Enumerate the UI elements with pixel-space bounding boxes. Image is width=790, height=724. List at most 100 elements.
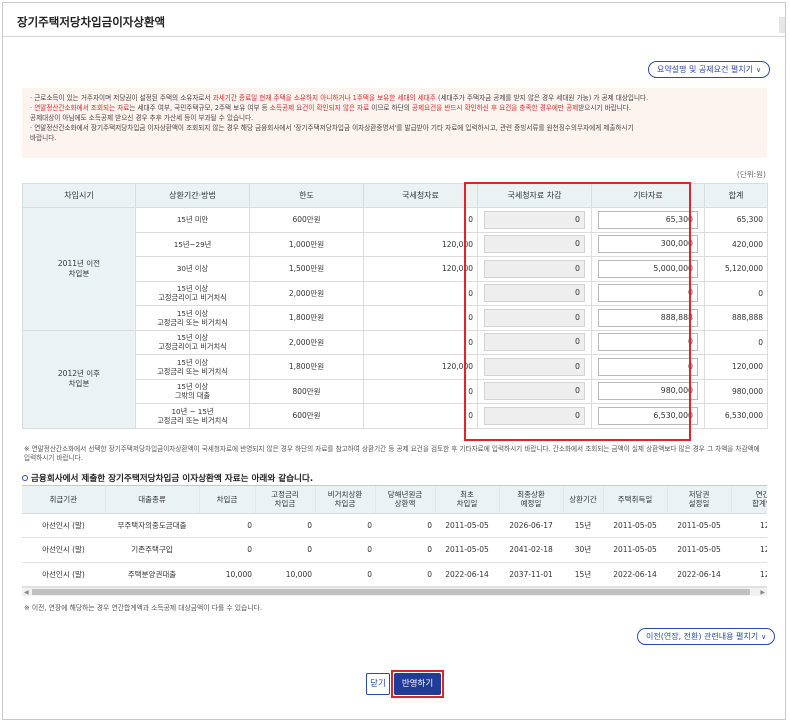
main-note: ※ 연말정산간소화에서 선택한 장기주택저당차입금이자상환액이 국세청자료에 반… — [24, 445, 760, 462]
page-title: 장기주택저당차입금이자상환액 — [17, 15, 166, 29]
nts-amount-cell: 0 — [363, 280, 478, 306]
nts-deduct-input[interactable]: 0 — [484, 235, 585, 254]
method-cell: 10년 ~ 15년 고정금리 또는 비거치식 — [135, 403, 250, 429]
column-header: 취급기관 — [22, 486, 106, 514]
table-row: 30년 이상 1,500만원 120,000 0 5,000,000 5,120,000 — [23, 256, 768, 282]
column-header: 국세청자료 — [363, 183, 478, 208]
column-header: 고정금리 차입금 — [255, 486, 316, 514]
other-data-input[interactable]: 0 — [598, 357, 698, 376]
transfer-toggle-button[interactable]: 이전(연장, 전환) 관련내용 펼치기 ∨ — [637, 628, 776, 645]
nts-deduct-cell: 0 — [477, 305, 592, 331]
table-row: 2011년 이전 차입분 15년 미만 600만원 0 0 65,300 65,300 — [22, 207, 768, 331]
total-cell: 980,000 — [704, 378, 768, 404]
nts-deduct-input[interactable]: 0 — [484, 308, 585, 327]
notice-text: 바랍니다. — [30, 134, 57, 142]
nts-deduct-cell: 0 — [477, 256, 592, 282]
table-cell: 0 — [199, 513, 255, 538]
nts-deduct-cell: 0 — [477, 231, 592, 257]
method-cell: 15년~29년 — [135, 231, 250, 257]
nts-deduct-input[interactable]: 0 — [484, 406, 585, 425]
limit-cell: 2,000만원 — [249, 280, 364, 306]
scroll-right-icon[interactable]: ▶ — [760, 589, 765, 596]
chevron-down-icon: ∨ — [755, 66, 762, 74]
column-header: 합계 — [704, 183, 768, 208]
other-data-input[interactable]: 65,300 — [598, 210, 698, 229]
period-group-cell: 2011년 이전 차입분 — [22, 207, 136, 331]
nts-deduct-input[interactable]: 0 — [484, 357, 585, 376]
column-header: 차입금 — [199, 486, 256, 514]
table-cell: 10,000 — [199, 562, 255, 587]
table-cell: 15년 — [563, 562, 603, 587]
nts-deduct-input[interactable]: 0 — [484, 382, 585, 401]
section-title: 금융회사에서 제출한 장기주택저당차입금 이자상환액 자료는 아래와 같습니다. — [22, 472, 313, 484]
column-header: 최초 차입일 — [435, 486, 500, 514]
method-cell: 15년 미만 — [135, 207, 250, 233]
other-data-cell: 0 — [591, 354, 705, 380]
other-data-cell: 6,530,000 — [591, 403, 705, 429]
nts-amount-cell: 0 — [363, 207, 478, 233]
other-data-input[interactable]: 5,000,000 — [598, 259, 698, 278]
table-cell: 0 — [255, 513, 315, 538]
table-row: 2012년 이후 차입분 15년 이상 고정금리이고 비거치식 2,000만원 0 0 0… — [22, 329, 768, 429]
method-cell: 30년 이상 — [135, 256, 250, 282]
other-data-cell: 888,888 — [591, 305, 705, 331]
nts-deduct-input[interactable]: 0 — [484, 210, 585, 229]
column-header: 비거치상환 차입금 — [315, 486, 376, 514]
nts-amount-cell: 0 — [363, 403, 478, 429]
other-data-input[interactable]: 6,530,000 — [598, 406, 698, 425]
table-cell: 2037-11-01 — [499, 562, 563, 587]
column-header: 한도 — [249, 183, 364, 208]
table-row: 15년 이상 그밖의 대출 800만원 0 0 980,000 980,000 — [23, 378, 768, 404]
horizontal-scrollbar[interactable]: ◀ ▶ — [22, 587, 767, 596]
nts-deduct-input[interactable]: 0 — [484, 333, 585, 352]
table-cell: 0 — [315, 513, 375, 538]
scrollbar[interactable] — [779, 17, 785, 33]
nts-amount-cell: 0 — [363, 305, 478, 331]
nts-amount-cell: 120,000 — [363, 354, 478, 380]
other-data-cell: 0 — [591, 280, 705, 306]
limit-cell: 600만원 — [249, 207, 364, 233]
nts-deduct-input[interactable]: 0 — [484, 284, 585, 303]
scrollbar-thumb[interactable] — [32, 589, 750, 595]
sub-note: ※ 이전, 연장에 해당하는 경우 연간합계액과 소득공제 대상금액이 다를 수… — [24, 604, 262, 612]
table-row: 아선인시 (말) 무주택자의중도금대출 0 0 0 0 2011-05-05 2026-06-… — [22, 513, 767, 538]
notice-text: (세대주가 주택자금 공제를 받지 않은 경우 세대원 가능) 가 공제 대상입… — [435, 94, 649, 102]
table-cell: 무주택자의중도금대출 — [105, 513, 199, 538]
nts-deduct-input[interactable]: 0 — [484, 259, 585, 278]
other-data-input[interactable]: 300,000 — [598, 235, 698, 254]
other-data-input[interactable]: 0 — [598, 333, 698, 352]
other-data-input[interactable]: 888,888 — [598, 308, 698, 327]
total-cell: 420,000 — [704, 231, 768, 257]
close-button[interactable]: 닫기 — [366, 673, 390, 695]
scroll-left-icon[interactable]: ◀ — [24, 589, 29, 596]
sub-table-scroll-area: 취급기관 대출종류 차입금 고정금리 차입금 비거치상환 차입금 당해년원금 상환액 최초 … — [22, 485, 767, 596]
other-data-cell: 65,300 — [591, 207, 705, 233]
table-cell: 30년 — [563, 537, 603, 563]
other-data-input[interactable]: 0 — [598, 284, 698, 303]
notice-text: 는 세대주 여부, 국민주택규모, 2주택 보유 여부 등 — [129, 104, 270, 112]
column-header: 연간 합계액 — [731, 486, 767, 514]
summary-toggle-button[interactable]: 요약설명 및 공제요건 펼치기 ∨ — [648, 61, 771, 78]
table-cell: 주택분양권대출 — [105, 562, 199, 587]
table-cell: 0 — [375, 537, 435, 563]
method-cell: 15년 이상 고정금리이고 비거치식 — [135, 280, 250, 306]
table-cell: 2011-05-05 — [667, 513, 731, 538]
table-row: 10년 ~ 15년 고정금리 또는 비거치식 600만원 0 0 6,530,000 6,… — [23, 403, 768, 429]
limit-cell: 1,000만원 — [249, 231, 364, 257]
total-cell: 120,000 — [704, 354, 768, 380]
table-cell: 2022-06-14 — [667, 562, 731, 587]
method-cell: 15년 이상 그밖의 대출 — [135, 378, 250, 404]
apply-button[interactable]: 반영하기 — [394, 673, 441, 695]
title-bar: 장기주택저당차입금이자상환액 — [3, 3, 785, 37]
nts-deduct-cell: 0 — [477, 354, 592, 380]
table-row: 15년~29년 1,000만원 120,000 0 300,000 420,000 — [23, 231, 768, 257]
method-cell: 15년 이상 고정금리 또는 비거치식 — [135, 305, 250, 331]
table-cell: 120,000 — [731, 537, 767, 563]
total-cell: 5,120,000 — [704, 256, 768, 282]
table-cell: 2011-05-05 — [435, 537, 499, 563]
limit-cell: 1,800만원 — [249, 354, 364, 380]
column-header: 저당권 설정일 — [667, 486, 732, 514]
other-data-input[interactable]: 980,000 — [598, 382, 698, 401]
other-data-cell: 300,000 — [591, 231, 705, 257]
other-data-cell: 5,000,000 — [591, 256, 705, 282]
